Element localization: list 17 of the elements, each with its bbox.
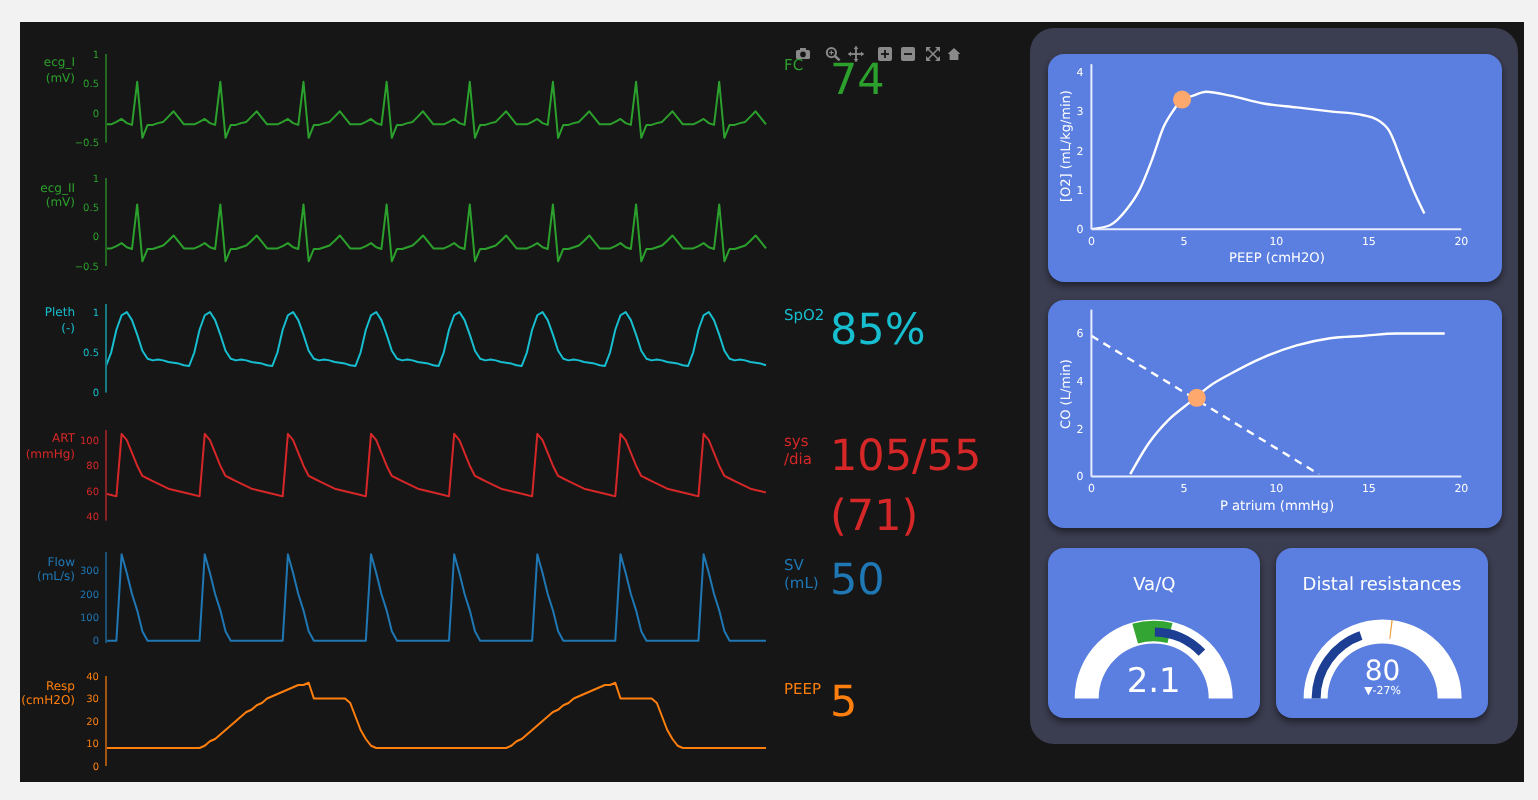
text: 74 bbox=[830, 53, 887, 110]
line-series bbox=[105, 203, 767, 263]
text: 50 bbox=[830, 553, 887, 610]
line-series bbox=[1129, 332, 1447, 476]
line-series bbox=[105, 310, 767, 367]
text: 105/55 (71) bbox=[830, 430, 984, 547]
line-series bbox=[1091, 89, 1427, 229]
text: 5 bbox=[830, 676, 860, 733]
line-series bbox=[105, 682, 767, 750]
line-series bbox=[105, 432, 767, 498]
line-series bbox=[105, 554, 767, 643]
text: 85% bbox=[830, 303, 928, 360]
text: Distal resistances bbox=[1300, 575, 1464, 598]
text: 2.1 bbox=[1127, 662, 1182, 703]
text: Va/Q bbox=[1131, 575, 1178, 598]
line-series bbox=[105, 80, 767, 139]
text: 80 bbox=[1364, 656, 1400, 689]
